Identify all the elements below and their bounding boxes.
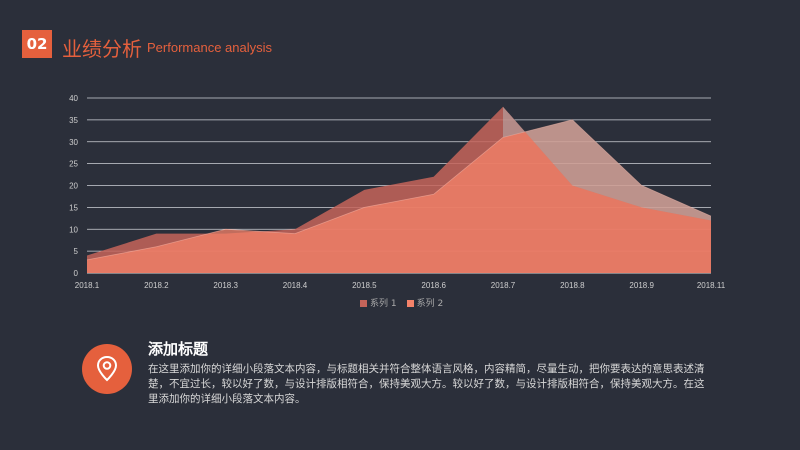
- x-tick-label: 2018.1: [75, 281, 100, 290]
- page-subtitle: Performance analysis: [147, 40, 272, 55]
- page-title: 业绩分析: [62, 37, 142, 61]
- x-tick-label: 2018.5: [352, 281, 377, 290]
- section-description: 在这里添加你的详细小段落文本内容，与标题相关并符合整体语言风格，内容精简，尽量生…: [148, 363, 705, 405]
- x-tick-label: 2018.9: [629, 281, 654, 290]
- legend-swatch-series-2: [406, 300, 414, 307]
- location-pin-icon: [82, 344, 132, 394]
- x-tick-label: 2018.4: [283, 281, 308, 290]
- legend-swatch-series-1: [360, 300, 367, 307]
- y-tick-label: 0: [74, 269, 79, 278]
- section-number: 02: [26, 35, 48, 53]
- legend-item-series-1: 系列 1: [360, 296, 397, 309]
- x-tick-label: 2018.6: [421, 281, 446, 290]
- legend-label-series-1: 系列 1: [370, 299, 397, 309]
- x-tick-label: 2018.8: [560, 281, 585, 290]
- chart-x-ticks: 2018.1 2018.2 2018.3 2018.4 2018.5 2018.6 2018…: [75, 281, 726, 290]
- legend-label-series-2: 系列 2: [416, 299, 444, 309]
- y-tick-label: 35: [69, 116, 78, 125]
- legend-item-series-2: 系列 2: [406, 296, 444, 309]
- section-title: 添加标题: [148, 340, 209, 358]
- x-tick-label: 2018.3: [213, 281, 238, 290]
- chart-y-ticks: 0 5 10 15 20 25 30 35 40: [69, 94, 78, 278]
- y-tick-label: 30: [69, 138, 78, 147]
- section-number-badge: 02: [22, 30, 52, 58]
- series-overlap-area: [503, 106, 711, 221]
- y-tick-label: 5: [74, 247, 79, 256]
- x-tick-label: 2018.2: [144, 281, 169, 290]
- y-tick-label: 10: [69, 225, 78, 234]
- y-tick-label: 25: [69, 160, 78, 169]
- y-tick-label: 15: [69, 203, 78, 212]
- x-tick-label: 2018.11: [697, 281, 726, 290]
- y-tick-label: 40: [69, 94, 78, 103]
- x-tick-label: 2018.7: [491, 281, 516, 290]
- y-tick-label: 20: [69, 182, 78, 191]
- chart-areas: [86, 106, 712, 273]
- chart-legend: 系列 1 系列 2: [360, 296, 443, 309]
